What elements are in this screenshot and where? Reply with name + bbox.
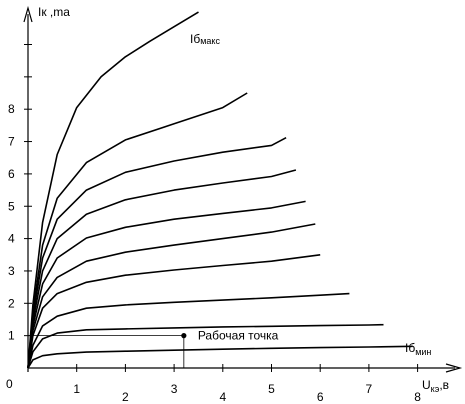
x-axis-label-unit: ,в (439, 378, 449, 392)
y-tick-label: 4 (8, 232, 15, 246)
x-tick-label: 7 (366, 382, 373, 396)
curve-2 (27, 323, 384, 369)
x-axis-arrow-icon (445, 363, 463, 373)
x-tick-label: 1 (73, 382, 80, 396)
y-tick-label: 7 (8, 135, 15, 149)
curve-6 (27, 200, 306, 369)
curve-1 (27, 345, 413, 369)
x-axis-label-sub: кэ (431, 384, 440, 394)
series-label-min-sub: мин (415, 347, 431, 357)
x-axis-label: Uкэ,в (422, 378, 449, 394)
x-axis-label-main: U (422, 378, 431, 392)
curve-3 (27, 292, 350, 369)
curve-8 (27, 136, 287, 369)
y-axis-arrow-icon (23, 5, 33, 23)
operating-point-marker (181, 333, 187, 339)
y-tick-label: 6 (8, 167, 15, 181)
y-tick-label: 5 (8, 199, 15, 213)
curve-9 (27, 92, 248, 369)
operating-point-label: Рабочая точка (198, 329, 279, 343)
x-tick-label: 3 (171, 382, 178, 396)
x-tick-label: 6 (317, 390, 324, 404)
y-axis-label: Iк ,ma (38, 5, 70, 19)
curve-4 (27, 254, 321, 369)
x-tick-label: 8 (414, 390, 421, 404)
series-label-min: Iбмин (405, 341, 431, 357)
origin-label: 0 (6, 377, 13, 391)
y-tick-label: 1 (8, 329, 15, 343)
y-tick-label: 8 (8, 102, 15, 116)
curve-7 (27, 169, 297, 369)
curve-10 (27, 11, 199, 369)
tick-group: 1 2 3 4 5 6 7 8 1 2 3 4 5 6 7 8 (8, 44, 421, 404)
curve-group (27, 11, 413, 369)
series-label-max: Iбмакс (190, 32, 220, 46)
series-label-max-main: Iб (190, 32, 200, 46)
x-tick-label: 5 (268, 382, 275, 396)
y-tick-label: 3 (8, 264, 15, 278)
x-tick-label: 4 (219, 390, 226, 404)
y-tick-label: 2 (8, 296, 15, 310)
x-tick-label: 2 (122, 390, 129, 404)
curve-5 (27, 223, 316, 369)
series-label-max-sub: макс (200, 36, 220, 46)
series-label-min-main: Iб (405, 341, 415, 355)
